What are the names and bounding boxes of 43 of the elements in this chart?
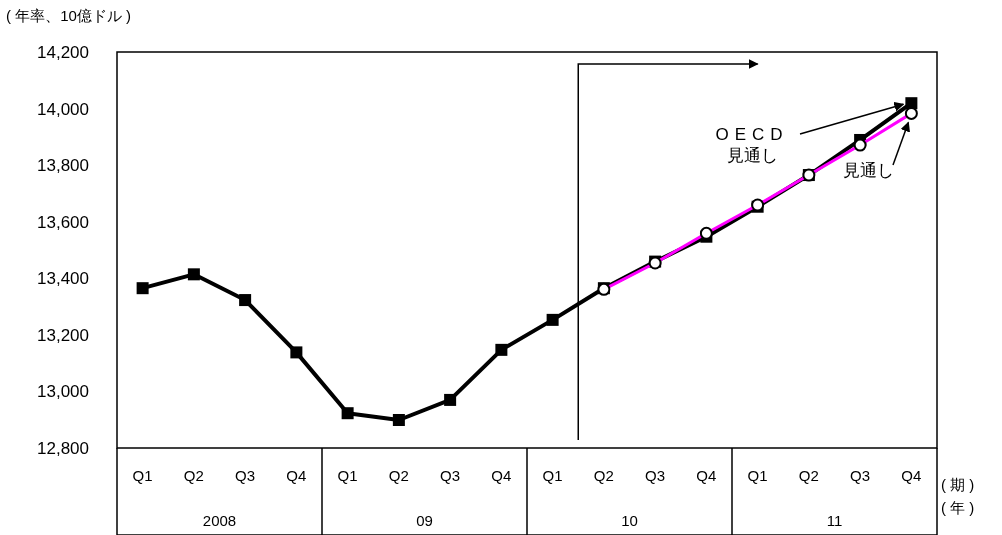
point	[136, 282, 149, 295]
x-axis-title: ( 期 )	[941, 476, 975, 493]
x-tick-label: Q1	[132, 467, 153, 484]
point	[187, 268, 200, 281]
point	[495, 343, 508, 356]
point	[290, 346, 303, 359]
point	[239, 294, 252, 307]
point	[341, 407, 354, 420]
y-tick-label: 13,200	[37, 325, 89, 345]
x-tick-label: Q3	[235, 467, 256, 484]
y-tick-label: 12,800	[37, 439, 89, 458]
text: 10	[621, 512, 638, 529]
point	[444, 393, 457, 406]
x-tick-label: Q3	[645, 467, 666, 484]
x-tick-label: Q4	[901, 467, 922, 484]
text: 09	[416, 512, 433, 529]
x-tick-label: Q1	[747, 467, 768, 484]
y-tick-label: 13,400	[37, 269, 89, 289]
series-label: OECD見通し	[715, 125, 789, 165]
text: ( 年 )	[941, 499, 975, 516]
x-tick-label: Q2	[183, 467, 204, 484]
x-tick-label: Q2	[798, 467, 819, 484]
y-tick-label: 14,000	[37, 99, 89, 119]
x-tick-label: Q4	[286, 467, 307, 484]
x-tick-label: Q3	[850, 467, 871, 484]
x-tick-label: Q4	[491, 467, 512, 484]
point	[905, 97, 918, 110]
y-tick-label: 13,600	[37, 212, 89, 232]
series-label: 見通し	[842, 161, 894, 180]
text: 11	[826, 512, 843, 529]
x-tick-label: Q3	[440, 467, 461, 484]
x-tick-label: Q2	[593, 467, 614, 484]
y-tick-label: 13,800	[37, 156, 89, 176]
y-tick-label: 13,000	[37, 382, 89, 402]
x-tick-label: Q2	[388, 467, 409, 484]
x-tick-label: Q4	[696, 467, 717, 484]
point	[546, 313, 559, 326]
y-tick-label: 14,200	[37, 43, 89, 62]
text: 2008	[202, 512, 237, 529]
x-tick-label: Q1	[337, 467, 358, 484]
y-axis-title: ( 年率、10億ドル )	[6, 7, 132, 24]
x-tick-label: Q1	[542, 467, 563, 484]
point	[392, 414, 405, 426]
